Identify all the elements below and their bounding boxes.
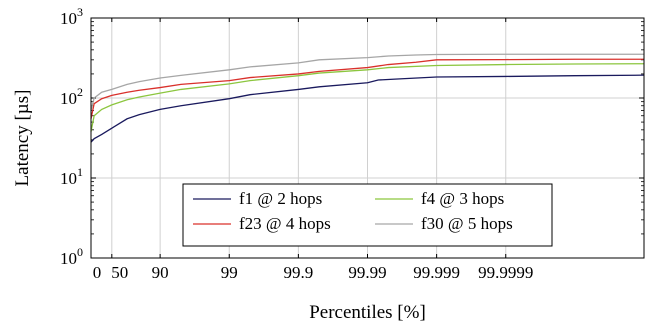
x-tick-label: 0 (93, 263, 102, 282)
legend-label: f1 @ 2 hops (239, 189, 322, 208)
series-line-2 (90, 63, 645, 132)
y-tick-labels: 100 101 102 103 (60, 5, 83, 268)
x-tick-label: 99.9999 (478, 263, 533, 282)
series-lines (90, 53, 645, 143)
legend-label: f4 @ 3 hops (421, 189, 504, 208)
y-tick-label: 103 (60, 5, 83, 28)
y-tick-label: 102 (60, 85, 83, 108)
x-tick-labels: 0 50 90 99 99.9 99.99 99.999 99.9999 (93, 263, 534, 282)
x-axis-label: Percentiles [%] (309, 302, 426, 323)
x-tick-label: 99.99 (348, 263, 386, 282)
legend-box (182, 183, 553, 247)
series-line-1 (90, 74, 645, 143)
axes-frame (90, 17, 645, 259)
legend-label: f30 @ 5 hops (421, 214, 513, 233)
x-tick-label: 99.9 (284, 263, 314, 282)
x-tick-label: 99.999 (413, 263, 460, 282)
series-line-4 (90, 53, 644, 111)
series-line-3 (90, 58, 644, 119)
y-axis-label: Latency [µs] (12, 90, 33, 187)
y-tick-label: 100 (60, 245, 83, 268)
legend-label: f23 @ 4 hops (239, 214, 331, 233)
x-tick-label: 90 (152, 263, 169, 282)
legend: f1 @ 2 hops f4 @ 3 hops f23 @ 4 hops f30 @ … (182, 183, 553, 247)
x-tick-label: 50 (111, 263, 128, 282)
y-tick-label: 101 (60, 165, 83, 188)
x-tick-label: 99 (221, 263, 238, 282)
